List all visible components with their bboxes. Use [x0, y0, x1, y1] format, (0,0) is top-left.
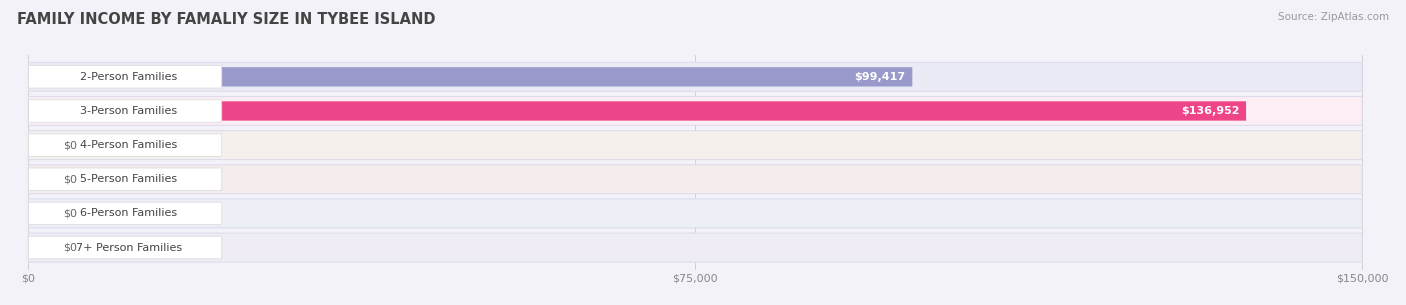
FancyBboxPatch shape: [28, 165, 1362, 194]
Text: 2-Person Families: 2-Person Families: [80, 72, 177, 82]
Text: $0: $0: [63, 208, 77, 218]
FancyBboxPatch shape: [28, 199, 1362, 228]
FancyBboxPatch shape: [28, 131, 1362, 160]
FancyBboxPatch shape: [28, 236, 222, 259]
Text: 3-Person Families: 3-Person Families: [80, 106, 177, 116]
FancyBboxPatch shape: [28, 97, 1362, 125]
FancyBboxPatch shape: [28, 134, 222, 156]
FancyBboxPatch shape: [28, 168, 222, 191]
FancyBboxPatch shape: [28, 66, 222, 88]
Text: $136,952: $136,952: [1181, 106, 1240, 116]
Text: $99,417: $99,417: [855, 72, 905, 82]
FancyBboxPatch shape: [28, 170, 52, 189]
Text: FAMILY INCOME BY FAMALIY SIZE IN TYBEE ISLAND: FAMILY INCOME BY FAMALIY SIZE IN TYBEE I…: [17, 12, 436, 27]
FancyBboxPatch shape: [28, 233, 1362, 262]
FancyBboxPatch shape: [28, 63, 1362, 91]
Text: Source: ZipAtlas.com: Source: ZipAtlas.com: [1278, 12, 1389, 22]
FancyBboxPatch shape: [28, 135, 52, 155]
FancyBboxPatch shape: [28, 67, 912, 87]
FancyBboxPatch shape: [28, 204, 52, 223]
Text: 7+ Person Families: 7+ Person Families: [76, 242, 181, 253]
FancyBboxPatch shape: [28, 100, 222, 122]
FancyBboxPatch shape: [28, 101, 1246, 121]
FancyBboxPatch shape: [28, 238, 52, 257]
Text: 4-Person Families: 4-Person Families: [80, 140, 177, 150]
Text: $0: $0: [63, 140, 77, 150]
Text: 6-Person Families: 6-Person Families: [80, 208, 177, 218]
Text: $0: $0: [63, 242, 77, 253]
Text: $0: $0: [63, 174, 77, 184]
Text: 5-Person Families: 5-Person Families: [80, 174, 177, 184]
FancyBboxPatch shape: [28, 202, 222, 225]
